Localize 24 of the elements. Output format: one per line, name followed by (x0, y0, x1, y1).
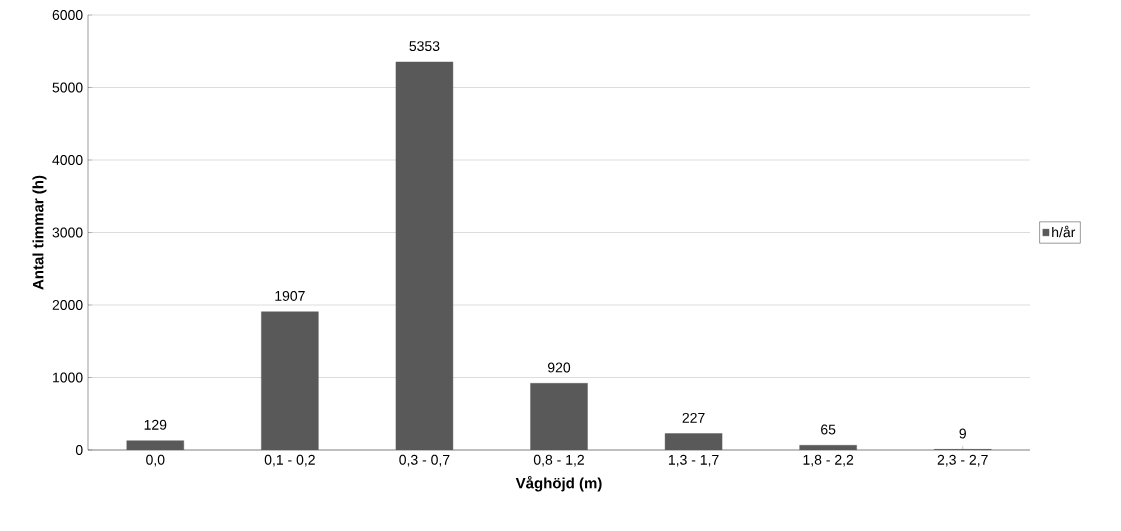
y-tick-label: 5000 (52, 82, 83, 93)
legend-label: h/år (1052, 225, 1076, 238)
x-tick-label: 1,8 - 2,2 (803, 454, 854, 467)
y-tick-label: 0 (75, 445, 83, 455)
data-label: 129 (144, 419, 167, 430)
data-label: 9 (959, 428, 966, 439)
x-tick-label: 0,8 - 1,2 (533, 454, 584, 467)
y-tick-label: 2000 (52, 300, 83, 310)
x-tick-label: 0,3 - 0,7 (399, 454, 450, 467)
y-tick-label: 1000 (53, 372, 83, 383)
y-tick-label: 6000 (52, 10, 83, 20)
x-tick-label: 0,1 - 0,2 (264, 454, 315, 467)
data-label: 1907 (275, 290, 305, 301)
x-tick-label: 2,3 - 2,7 (937, 454, 988, 467)
x-tick-label: 0,0 (146, 454, 165, 467)
data-label: 227 (682, 412, 705, 423)
x-tick-label: 1,3 - 1,7 (668, 454, 719, 467)
y-axis-title: Antal timmar (h) (32, 175, 47, 290)
x-axis-title: Våghöjd (m) (515, 475, 602, 492)
y-tick-label: 4000 (52, 155, 83, 165)
data-label: 65 (821, 424, 836, 435)
data-label: 5353 (409, 41, 440, 52)
data-label: 920 (547, 362, 571, 373)
y-tick-label: 3000 (52, 227, 83, 238)
